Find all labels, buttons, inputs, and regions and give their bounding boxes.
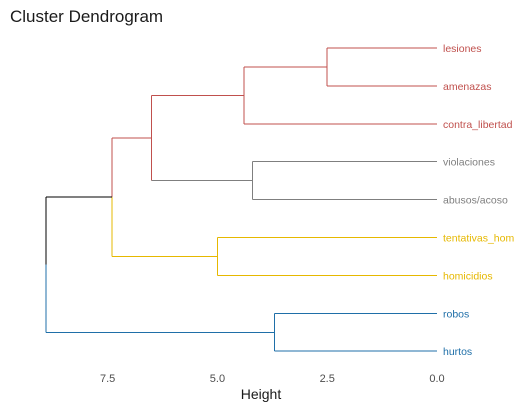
dendrogram-branches — [45, 47, 437, 352]
x-axis-title: Height — [241, 386, 282, 402]
leaf-label-violaciones: violaciones — [443, 157, 495, 169]
leaf-label-amenazas: amenazas — [443, 81, 491, 93]
x-tick-label-0: 7.5 — [100, 373, 115, 385]
leaf-label-abusos_acoso: abusos/acoso — [443, 195, 508, 207]
x-tick-label-2: 2.5 — [320, 373, 335, 385]
leaf-label-hurtos: hurtos — [443, 346, 472, 358]
leaf-label-tentativas_hom: tentativas_hom — [443, 233, 514, 245]
leaf-label-contra_libertad: contra_libertad — [443, 119, 513, 131]
leaf-label-robos: robos — [443, 308, 469, 320]
x-tick-label-3: 0.0 — [429, 373, 444, 385]
chart-title: Cluster Dendrogram — [10, 7, 163, 26]
x-axis-ticks: 7.5 5.0 2.5 0.0 — [100, 373, 445, 385]
leaf-label-lesiones: lesiones — [443, 43, 482, 55]
x-tick-label-1: 5.0 — [210, 373, 225, 385]
leaf-labels: lesiones amenazas contra_libertad violacion… — [443, 43, 514, 358]
leaf-label-homicidios: homicidios — [443, 270, 493, 282]
